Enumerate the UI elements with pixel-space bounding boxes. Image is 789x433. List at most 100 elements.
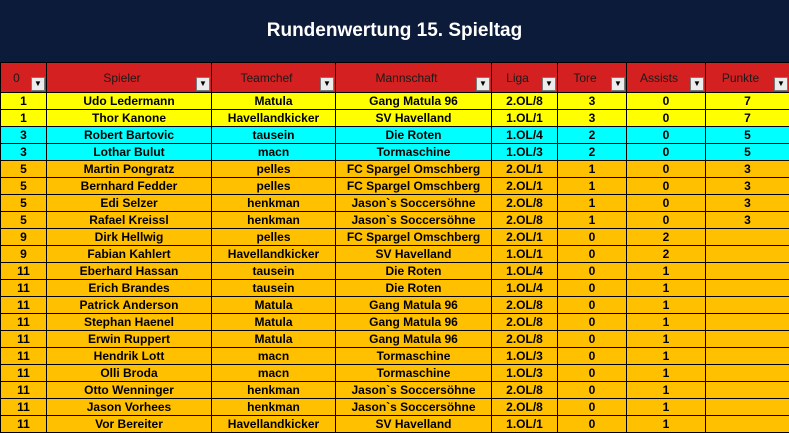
cell-assists[interactable]: 1	[626, 381, 706, 399]
cell-league[interactable]: 2.OL/8	[491, 381, 558, 399]
cell-teamchef[interactable]: macn	[211, 364, 336, 382]
cell-points[interactable]	[705, 245, 789, 263]
cell-points[interactable]	[705, 415, 789, 433]
cell-team[interactable]: Gang Matula 96	[335, 313, 492, 331]
cell-player[interactable]: Lothar Bulut	[46, 143, 212, 161]
cell-league[interactable]: 2.OL/1	[491, 160, 558, 178]
cell-team[interactable]: Die Roten	[335, 279, 492, 297]
cell-player[interactable]: Vor Bereiter	[46, 415, 212, 433]
cell-assists[interactable]: 0	[626, 211, 706, 229]
cell-points[interactable]	[705, 347, 789, 365]
cell-teamchef[interactable]: Havellandkicker	[211, 245, 336, 263]
cell-player[interactable]: Stephan Haenel	[46, 313, 212, 331]
cell-teamchef[interactable]: pelles	[211, 228, 336, 246]
cell-points[interactable]	[705, 330, 789, 348]
cell-assists[interactable]: 1	[626, 313, 706, 331]
cell-team[interactable]: Gang Matula 96	[335, 296, 492, 314]
cell-team[interactable]: Tormaschine	[335, 347, 492, 365]
cell-assists[interactable]: 1	[626, 279, 706, 297]
cell-goals[interactable]: 0	[557, 330, 627, 348]
cell-goals[interactable]: 0	[557, 398, 627, 416]
cell-player[interactable]: Thor Kanone	[46, 109, 212, 127]
cell-goals[interactable]: 3	[557, 109, 627, 127]
cell-goals[interactable]: 0	[557, 415, 627, 433]
cell-league[interactable]: 1.OL/3	[491, 347, 558, 365]
cell-team[interactable]: SV Havelland	[335, 415, 492, 433]
cell-assists[interactable]: 0	[626, 109, 706, 127]
cell-player[interactable]: Bernhard Fedder	[46, 177, 212, 195]
cell-teamchef[interactable]: pelles	[211, 177, 336, 195]
cell-league[interactable]: 2.OL/8	[491, 313, 558, 331]
cell-goals[interactable]: 0	[557, 279, 627, 297]
cell-team[interactable]: Tormaschine	[335, 364, 492, 382]
cell-league[interactable]: 2.OL/8	[491, 398, 558, 416]
cell-league[interactable]: 1.OL/3	[491, 364, 558, 382]
cell-rank[interactable]: 1	[0, 109, 47, 127]
cell-teamchef[interactable]: Havellandkicker	[211, 415, 336, 433]
cell-rank[interactable]: 3	[0, 143, 47, 161]
cell-points[interactable]: 3	[705, 211, 789, 229]
cell-goals[interactable]: 0	[557, 262, 627, 280]
cell-points[interactable]: 5	[705, 126, 789, 144]
cell-teamchef[interactable]: tausein	[211, 279, 336, 297]
cell-teamchef[interactable]: Matula	[211, 296, 336, 314]
cell-teamchef[interactable]: tausein	[211, 262, 336, 280]
cell-team[interactable]: FC Spargel Omschberg	[335, 177, 492, 195]
cell-team[interactable]: SV Havelland	[335, 245, 492, 263]
cell-assists[interactable]: 0	[626, 177, 706, 195]
cell-rank[interactable]: 5	[0, 160, 47, 178]
cell-assists[interactable]: 0	[626, 126, 706, 144]
cell-player[interactable]: Otto Wenninger	[46, 381, 212, 399]
cell-goals[interactable]: 1	[557, 194, 627, 212]
cell-player[interactable]: Dirk Hellwig	[46, 228, 212, 246]
cell-assists[interactable]: 0	[626, 160, 706, 178]
cell-team[interactable]: FC Spargel Omschberg	[335, 160, 492, 178]
cell-rank[interactable]: 11	[0, 347, 47, 365]
cell-teamchef[interactable]: henkman	[211, 211, 336, 229]
cell-rank[interactable]: 11	[0, 381, 47, 399]
cell-team[interactable]: Gang Matula 96	[335, 92, 492, 110]
cell-rank[interactable]: 11	[0, 262, 47, 280]
filter-dropdown-icon[interactable]: ▼	[31, 77, 45, 91]
cell-team[interactable]: Gang Matula 96	[335, 330, 492, 348]
cell-team[interactable]: Jason`s Soccersöhne	[335, 211, 492, 229]
cell-rank[interactable]: 11	[0, 296, 47, 314]
filter-dropdown-icon[interactable]: ▼	[196, 77, 210, 91]
cell-points[interactable]	[705, 398, 789, 416]
cell-teamchef[interactable]: henkman	[211, 194, 336, 212]
cell-player[interactable]: Fabian Kahlert	[46, 245, 212, 263]
cell-goals[interactable]: 2	[557, 126, 627, 144]
cell-goals[interactable]: 0	[557, 245, 627, 263]
cell-teamchef[interactable]: henkman	[211, 398, 336, 416]
cell-goals[interactable]: 0	[557, 228, 627, 246]
cell-league[interactable]: 2.OL/8	[491, 296, 558, 314]
cell-points[interactable]: 3	[705, 177, 789, 195]
cell-teamchef[interactable]: Matula	[211, 92, 336, 110]
cell-assists[interactable]: 1	[626, 296, 706, 314]
cell-goals[interactable]: 3	[557, 92, 627, 110]
cell-points[interactable]	[705, 381, 789, 399]
cell-assists[interactable]: 1	[626, 398, 706, 416]
cell-goals[interactable]: 1	[557, 177, 627, 195]
filter-dropdown-icon[interactable]: ▼	[476, 77, 490, 91]
cell-rank[interactable]: 11	[0, 415, 47, 433]
cell-teamchef[interactable]: henkman	[211, 381, 336, 399]
cell-goals[interactable]: 0	[557, 364, 627, 382]
cell-goals[interactable]: 0	[557, 313, 627, 331]
cell-rank[interactable]: 11	[0, 313, 47, 331]
cell-points[interactable]: 5	[705, 143, 789, 161]
cell-points[interactable]	[705, 364, 789, 382]
cell-assists[interactable]: 2	[626, 228, 706, 246]
cell-player[interactable]: Olli Broda	[46, 364, 212, 382]
cell-teamchef[interactable]: macn	[211, 347, 336, 365]
cell-team[interactable]: Jason`s Soccersöhne	[335, 194, 492, 212]
cell-assists[interactable]: 1	[626, 330, 706, 348]
cell-player[interactable]: Eberhard Hassan	[46, 262, 212, 280]
cell-rank[interactable]: 9	[0, 228, 47, 246]
cell-assists[interactable]: 1	[626, 415, 706, 433]
cell-goals[interactable]: 0	[557, 347, 627, 365]
cell-goals[interactable]: 1	[557, 211, 627, 229]
cell-player[interactable]: Martin Pongratz	[46, 160, 212, 178]
cell-teamchef[interactable]: Matula	[211, 330, 336, 348]
cell-rank[interactable]: 3	[0, 126, 47, 144]
